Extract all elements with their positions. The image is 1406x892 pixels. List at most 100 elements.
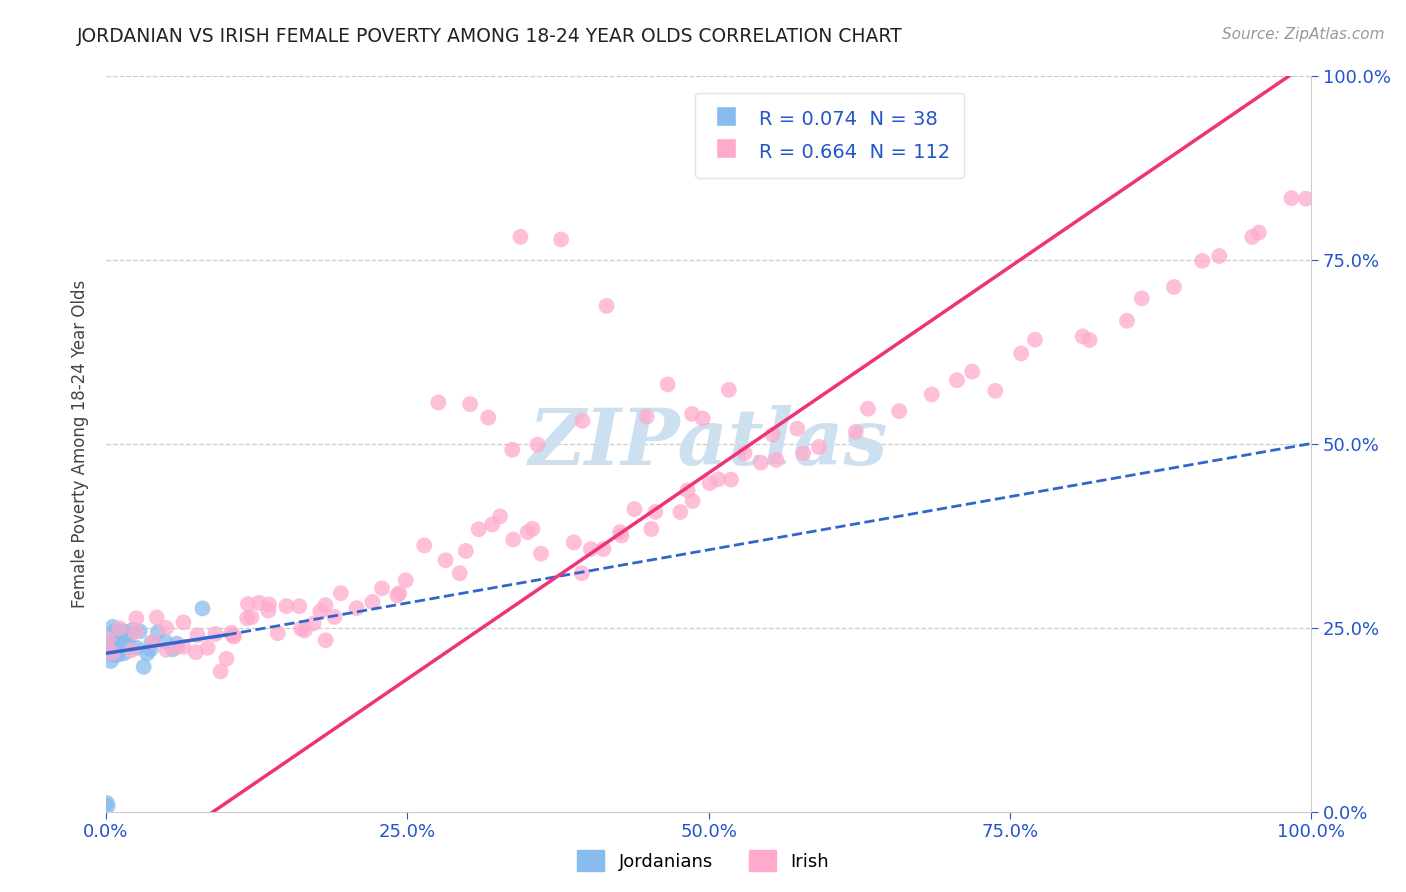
Point — [669, 505, 692, 519]
Point — [609, 525, 631, 540]
Text: JORDANIAN VS IRISH FEMALE POVERTY AMONG 18-24 YEAR OLDS CORRELATION CHART: JORDANIAN VS IRISH FEMALE POVERTY AMONG … — [77, 27, 903, 45]
Point — [610, 528, 633, 542]
Point — [413, 538, 436, 552]
Point — [749, 456, 772, 470]
Point — [204, 627, 226, 641]
Point — [155, 643, 177, 657]
Point — [454, 544, 477, 558]
Point — [104, 624, 127, 638]
Point — [240, 610, 263, 624]
Point — [762, 427, 785, 442]
Point — [1163, 280, 1185, 294]
Point — [186, 628, 208, 642]
Point — [108, 621, 131, 635]
Point — [146, 625, 169, 640]
Point — [458, 397, 481, 411]
Point — [681, 407, 703, 421]
Point — [571, 566, 593, 581]
Point — [467, 522, 489, 536]
Point — [117, 638, 139, 652]
Point — [104, 636, 127, 650]
Point — [856, 401, 879, 416]
Point — [1024, 333, 1046, 347]
Point — [676, 483, 699, 498]
Point — [644, 505, 666, 519]
Point — [101, 637, 124, 651]
Point — [1078, 333, 1101, 347]
Point — [807, 440, 830, 454]
Point — [101, 648, 124, 662]
Point — [550, 233, 572, 247]
Point — [314, 598, 336, 612]
Point — [1247, 226, 1270, 240]
Point — [889, 404, 911, 418]
Point — [97, 634, 120, 648]
Point — [184, 645, 207, 659]
Point — [100, 654, 122, 668]
Point — [166, 640, 188, 654]
Point — [329, 586, 352, 600]
Point — [1191, 253, 1213, 268]
Point — [1295, 192, 1317, 206]
Point — [215, 651, 238, 665]
Point — [257, 598, 280, 612]
Point — [96, 796, 118, 810]
Point — [142, 634, 165, 648]
Point — [209, 665, 232, 679]
Point — [1071, 329, 1094, 343]
Point — [323, 610, 346, 624]
Point — [502, 533, 524, 547]
Point — [120, 643, 142, 657]
Legend: Jordanians, Irish: Jordanians, Irish — [569, 843, 837, 879]
Text: Source: ZipAtlas.com: Source: ZipAtlas.com — [1222, 27, 1385, 42]
Point — [395, 574, 418, 588]
Point — [276, 599, 298, 614]
Point — [197, 640, 219, 655]
Point — [153, 634, 176, 648]
Point — [1116, 314, 1139, 328]
Point — [101, 637, 124, 651]
Point — [434, 553, 457, 567]
Point — [257, 604, 280, 618]
Point — [103, 640, 125, 655]
Point — [509, 230, 531, 244]
Point — [592, 542, 614, 557]
Point — [571, 414, 593, 428]
Point — [845, 425, 868, 439]
Point — [139, 642, 162, 657]
Point — [97, 798, 120, 813]
Point — [579, 542, 602, 557]
Point — [623, 502, 645, 516]
Point — [222, 629, 245, 643]
Point — [1241, 230, 1264, 244]
Point — [640, 522, 662, 536]
Point — [699, 476, 721, 491]
Point — [371, 582, 394, 596]
Point — [346, 601, 368, 615]
Point — [765, 453, 787, 467]
Point — [449, 566, 471, 581]
Point — [141, 636, 163, 650]
Point — [489, 509, 512, 524]
Point — [921, 387, 943, 401]
Point — [526, 437, 548, 451]
Point — [294, 624, 316, 638]
Text: ZIPatlas: ZIPatlas — [529, 405, 889, 482]
Point — [101, 620, 124, 634]
Point — [162, 642, 184, 657]
Point — [1208, 249, 1230, 263]
Point — [110, 637, 132, 651]
Point — [302, 616, 325, 631]
Point — [530, 547, 553, 561]
Point — [136, 647, 159, 661]
Point — [267, 626, 290, 640]
Point — [191, 601, 214, 615]
Point — [125, 640, 148, 655]
Point — [107, 644, 129, 658]
Point — [155, 621, 177, 635]
Point — [315, 633, 337, 648]
Point — [984, 384, 1007, 398]
Point — [361, 595, 384, 609]
Point — [501, 442, 523, 457]
Point — [516, 525, 538, 540]
